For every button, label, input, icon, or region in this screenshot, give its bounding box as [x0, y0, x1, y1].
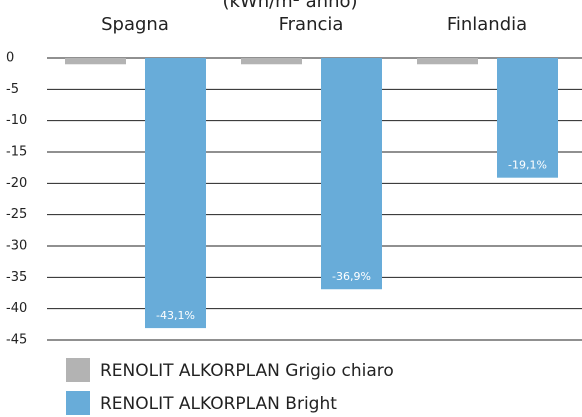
bar	[241, 58, 302, 65]
legend-label: RENOLIT ALKORPLAN Bright	[100, 394, 337, 414]
x-tick-label: Francia	[279, 14, 344, 35]
y-tick-label: -10	[6, 113, 27, 128]
x-tick-label: Spagna	[101, 14, 169, 35]
y-tick-label: -35	[6, 270, 27, 285]
y-tick-label: -5	[6, 82, 19, 97]
legend-label: RENOLIT ALKORPLAN Grigio chiaro	[100, 361, 394, 381]
bar	[145, 58, 206, 329]
y-tick-label: -45	[6, 333, 27, 348]
value-label: -19,1%	[508, 159, 547, 172]
y-tick-label: -25	[6, 207, 27, 222]
y-tick-label: -30	[6, 239, 27, 254]
bar	[417, 58, 478, 65]
y-tick-label: 0	[6, 51, 14, 66]
legend-swatch	[66, 391, 90, 415]
chart-subtitle: (kWh/m² anno)	[222, 0, 357, 12]
bar	[321, 58, 382, 290]
y-tick-label: -20	[6, 176, 27, 191]
y-tick-label: -15	[6, 145, 27, 160]
bar	[65, 58, 126, 65]
x-tick-label: Finlandia	[447, 14, 527, 35]
bar	[497, 58, 558, 178]
value-label: -36,9%	[332, 270, 371, 283]
value-label: -43,1%	[156, 309, 195, 322]
legend-swatch	[66, 358, 90, 382]
y-tick-label: -40	[6, 301, 27, 316]
